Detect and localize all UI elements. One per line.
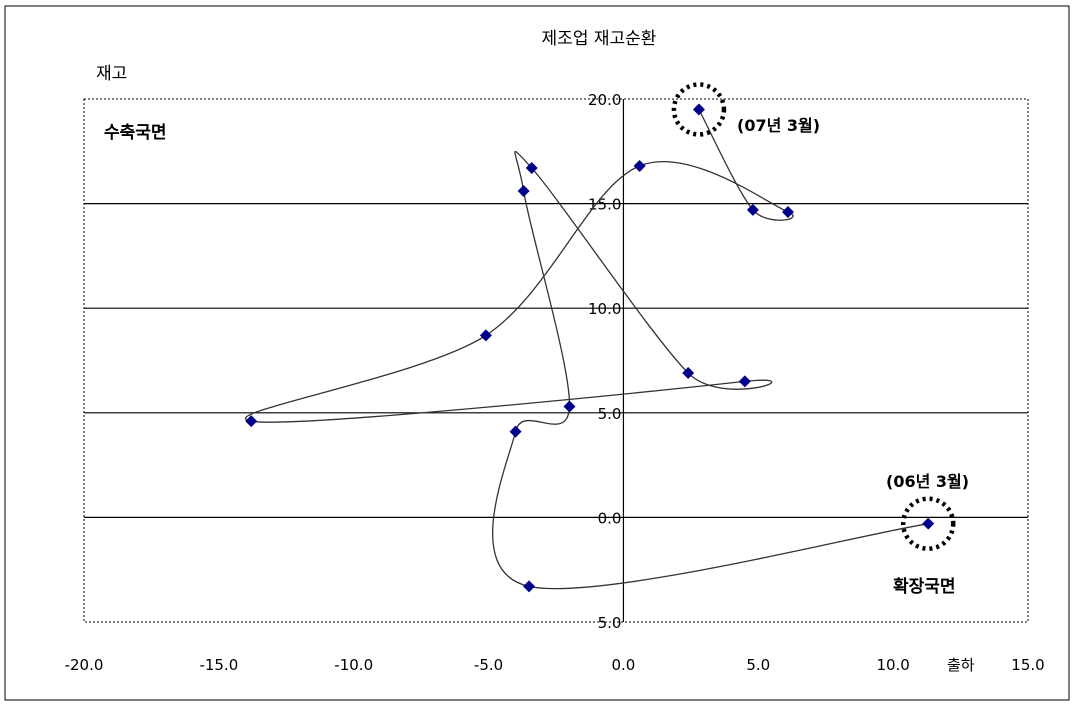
- grid-lines: [84, 203, 1028, 519]
- data-point-11: [781, 205, 794, 218]
- data-point-12: [746, 203, 759, 216]
- data-point-1: [523, 580, 536, 593]
- data-point-7: [738, 375, 751, 388]
- data-point-0: [922, 517, 935, 530]
- x-tick-label-3: -5.0: [474, 656, 503, 674]
- annotation-start-date: (06년 3월): [886, 472, 969, 491]
- y-tick-label-2: 10.0: [588, 300, 621, 318]
- x-tick-label-1: -15.0: [199, 656, 238, 674]
- chart-frame: [4, 5, 1070, 701]
- y-tick-label-4: 0.0: [598, 509, 622, 527]
- plot-area: [83, 98, 1029, 623]
- annotation-end-date: (07년 3월): [737, 116, 820, 135]
- data-point-5: [525, 162, 538, 175]
- x-tick-label-6: 10.0: [876, 656, 909, 674]
- highlight-circles: [671, 82, 956, 551]
- data-points: [245, 103, 935, 593]
- x-tick-labels: -20.0 -15.0 -10.0 -5.0 0.0 5.0 10.0 15.0: [65, 656, 1045, 674]
- data-point-10: [633, 159, 646, 172]
- x-axis-label: 출하: [947, 656, 975, 674]
- data-point-13: [692, 103, 705, 116]
- highlight-circle-1: [900, 496, 956, 551]
- y-tick-label-1: 15.0: [588, 196, 621, 214]
- data-point-9: [479, 329, 492, 342]
- x-tick-label-7: 15.0: [1011, 656, 1044, 674]
- annotation-contraction: 수축국면: [104, 123, 167, 143]
- y-tick-labels: 20.0 15.0 10.0 5.0 0.0 5.0: [588, 91, 621, 632]
- data-point-4: [517, 185, 530, 198]
- y-axis-label: 재고: [96, 64, 127, 84]
- y-tick-label-3: 5.0: [598, 405, 622, 423]
- y-tick-label-5: 5.0: [598, 614, 622, 632]
- data-point-8: [245, 415, 258, 428]
- highlight-circle-0: [671, 82, 727, 137]
- x-tick-label-2: -10.0: [334, 656, 373, 674]
- data-point-3: [563, 400, 576, 413]
- chart-title: 제조업 재고순환: [542, 29, 657, 49]
- x-tick-label-4: 0.0: [611, 656, 635, 674]
- annotation-expansion: 확장국면: [893, 577, 956, 597]
- data-point-2: [509, 425, 522, 438]
- series-line: [244, 109, 929, 590]
- x-tick-label-5: 5.0: [746, 656, 770, 674]
- data-point-6: [682, 367, 695, 380]
- y-tick-label-0: 20.0: [588, 91, 621, 109]
- x-tick-label-0: -20.0: [65, 656, 104, 674]
